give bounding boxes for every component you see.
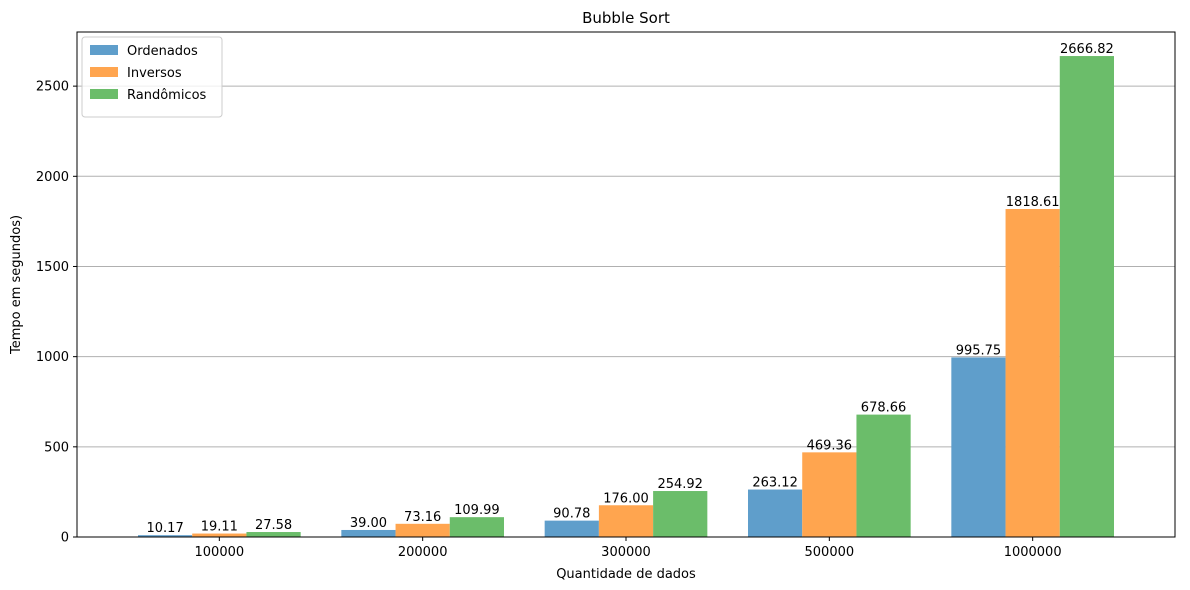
x-tick-label: 200000 — [398, 545, 448, 560]
bar-inversos — [598, 505, 654, 537]
bar-value-label: 469.36 — [807, 438, 853, 453]
bar-value-label: 263.12 — [752, 476, 798, 491]
bars — [138, 56, 1114, 537]
bar-rand-micos — [856, 414, 911, 537]
bar-value-label: 678.66 — [861, 401, 907, 416]
bar-rand-micos — [653, 491, 708, 537]
bar-rand-micos — [449, 517, 504, 537]
bar-inversos — [1005, 209, 1060, 537]
y-axis-label: Tempo em segundos) — [9, 215, 24, 355]
y-tick-label: 0 — [61, 531, 69, 546]
bar-ordenados — [341, 529, 396, 537]
y-tick-label: 500 — [44, 440, 69, 455]
bar-value-label: 995.75 — [956, 343, 1002, 358]
bar-inversos — [395, 523, 450, 537]
x-tick-label: 300000 — [601, 545, 651, 560]
bar-value-label: 73.16 — [404, 510, 441, 525]
x-tick-label: 1000000 — [1004, 545, 1062, 560]
bar-ordenados — [544, 520, 599, 537]
legend-swatch — [90, 67, 118, 77]
x-tick-label: 100000 — [195, 545, 245, 560]
y-tick-label: 2000 — [36, 170, 69, 185]
bar-ordenados — [138, 535, 193, 537]
bar-value-label: 1818.61 — [1006, 195, 1060, 210]
y-tick-label: 2500 — [36, 80, 69, 95]
bar-inversos — [802, 452, 857, 537]
chart-title: Bubble Sort — [582, 9, 670, 27]
bar-value-label: 254.92 — [657, 477, 703, 492]
legend-entry: Ordenados — [127, 44, 198, 59]
legend-swatch — [90, 89, 118, 99]
bar-rand-micos — [246, 532, 301, 537]
y-axis-ticks: 0 500 1000 1500 2000 2500 — [36, 80, 77, 546]
bar-value-label: 19.11 — [201, 520, 238, 535]
y-tick-label: 1500 — [36, 260, 69, 275]
legend-entry: Inversos — [127, 66, 182, 81]
legend-swatch — [90, 45, 118, 55]
bar-ordenados — [951, 357, 1006, 537]
bar-value-label: 90.78 — [553, 507, 590, 522]
bar-value-label: 109.99 — [454, 503, 500, 518]
bar-value-label: 27.58 — [255, 518, 292, 533]
legend-entry: Randômicos — [127, 88, 207, 103]
bar-ordenados — [748, 489, 803, 537]
x-axis-label: Quantidade de dados — [556, 567, 696, 582]
bar-inversos — [192, 533, 247, 537]
bar-value-label: 10.17 — [147, 521, 184, 536]
bar-labels: 10.17 39.00 90.78 263.12 995.75 19.11 73.16 176… — [147, 42, 1114, 536]
x-tick-label: 500000 — [805, 545, 855, 560]
y-tick-label: 1000 — [36, 350, 69, 365]
bar-value-label: 39.00 — [350, 516, 387, 531]
x-axis-ticks: 100000 200000 300000 500000 1000000 — [195, 537, 1062, 560]
bar-rand-micos — [1059, 56, 1114, 537]
bar-value-label: 176.00 — [603, 491, 649, 506]
legend: Ordenados Inversos Randômicos — [81, 36, 223, 118]
bar-value-label: 2666.82 — [1060, 42, 1114, 57]
